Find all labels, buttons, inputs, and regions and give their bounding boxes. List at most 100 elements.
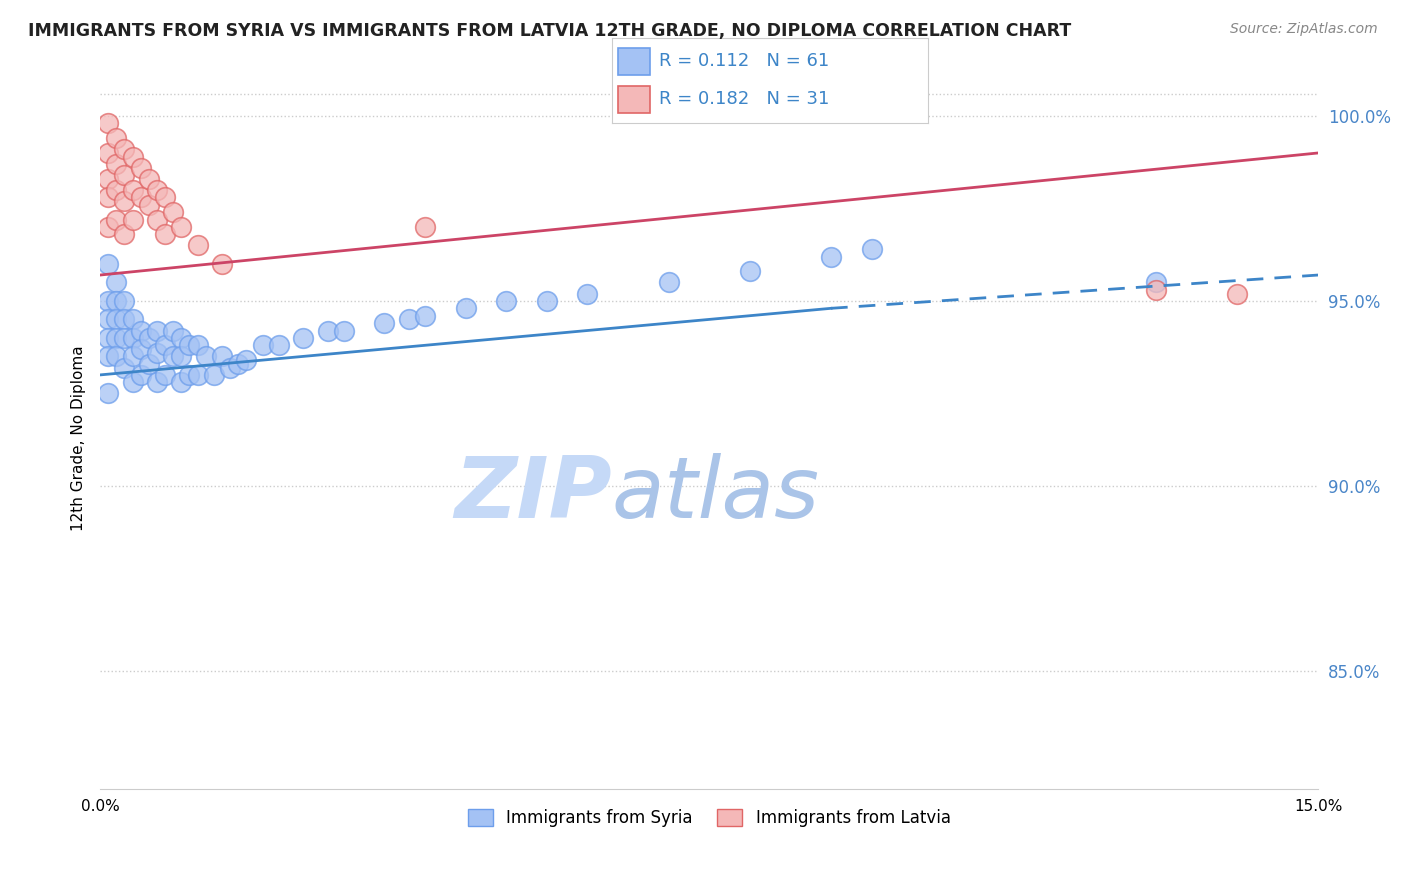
- Point: [97, 386, 120, 401]
- Text: atlas: atlas: [612, 452, 820, 535]
- Point: [105, 212, 128, 227]
- Point: [146, 345, 169, 359]
- Point: [179, 368, 201, 382]
- Point: [129, 161, 152, 175]
- Point: [121, 183, 143, 197]
- Point: [211, 350, 233, 364]
- Point: [114, 168, 136, 182]
- Bar: [619, 47, 650, 75]
- Point: [170, 219, 193, 234]
- Point: [138, 357, 160, 371]
- Point: [97, 293, 120, 308]
- Point: [114, 331, 136, 345]
- Point: [146, 183, 169, 197]
- Point: [820, 250, 842, 264]
- Point: [187, 368, 209, 382]
- Point: [105, 131, 128, 145]
- Point: [105, 312, 128, 326]
- Point: [373, 316, 395, 330]
- Text: R = 0.112   N = 61: R = 0.112 N = 61: [659, 53, 830, 70]
- Legend: Immigrants from Syria, Immigrants from Latvia: Immigrants from Syria, Immigrants from L…: [461, 802, 957, 834]
- Point: [316, 324, 339, 338]
- Point: [202, 368, 225, 382]
- Text: ZIP: ZIP: [454, 452, 612, 535]
- Point: [219, 360, 242, 375]
- Point: [292, 331, 315, 345]
- Point: [738, 264, 761, 278]
- Point: [194, 350, 217, 364]
- Point: [187, 238, 209, 252]
- Text: R = 0.182   N = 31: R = 0.182 N = 31: [659, 90, 830, 108]
- Point: [129, 324, 152, 338]
- Point: [860, 242, 883, 256]
- Point: [211, 257, 233, 271]
- Point: [105, 157, 128, 171]
- Point: [121, 350, 143, 364]
- Point: [1226, 286, 1249, 301]
- Point: [97, 331, 120, 345]
- Text: Source: ZipAtlas.com: Source: ZipAtlas.com: [1230, 22, 1378, 37]
- Point: [138, 198, 160, 212]
- Point: [121, 312, 143, 326]
- Point: [170, 331, 193, 345]
- Point: [413, 309, 436, 323]
- Point: [97, 350, 120, 364]
- Point: [114, 360, 136, 375]
- Point: [105, 276, 128, 290]
- Point: [413, 219, 436, 234]
- Point: [97, 257, 120, 271]
- Point: [162, 324, 184, 338]
- Point: [1144, 283, 1167, 297]
- Point: [153, 368, 176, 382]
- Point: [105, 293, 128, 308]
- Point: [97, 190, 120, 204]
- Text: IMMIGRANTS FROM SYRIA VS IMMIGRANTS FROM LATVIA 12TH GRADE, NO DIPLOMA CORRELATI: IMMIGRANTS FROM SYRIA VS IMMIGRANTS FROM…: [28, 22, 1071, 40]
- Point: [398, 312, 420, 326]
- Point: [114, 227, 136, 242]
- Point: [121, 212, 143, 227]
- Point: [138, 331, 160, 345]
- Point: [252, 338, 274, 352]
- Point: [153, 190, 176, 204]
- Point: [129, 190, 152, 204]
- Point: [105, 331, 128, 345]
- Point: [121, 376, 143, 390]
- Point: [114, 194, 136, 208]
- Point: [114, 312, 136, 326]
- Point: [170, 350, 193, 364]
- Point: [97, 116, 120, 130]
- Point: [114, 293, 136, 308]
- Point: [97, 312, 120, 326]
- Point: [536, 293, 558, 308]
- Point: [153, 227, 176, 242]
- Point: [658, 276, 681, 290]
- Point: [146, 376, 169, 390]
- Point: [226, 357, 249, 371]
- Point: [97, 171, 120, 186]
- Point: [129, 342, 152, 356]
- Point: [121, 150, 143, 164]
- Point: [235, 353, 257, 368]
- Point: [146, 212, 169, 227]
- Y-axis label: 12th Grade, No Diploma: 12th Grade, No Diploma: [72, 345, 86, 531]
- Point: [332, 324, 354, 338]
- Point: [267, 338, 290, 352]
- Point: [138, 171, 160, 186]
- Point: [153, 338, 176, 352]
- Point: [1144, 276, 1167, 290]
- Point: [576, 286, 599, 301]
- Point: [105, 350, 128, 364]
- Bar: [619, 86, 650, 113]
- Point: [454, 301, 477, 316]
- Point: [97, 219, 120, 234]
- Point: [105, 183, 128, 197]
- Point: [495, 293, 517, 308]
- Point: [146, 324, 169, 338]
- Point: [97, 145, 120, 160]
- Point: [170, 376, 193, 390]
- Point: [179, 338, 201, 352]
- Point: [187, 338, 209, 352]
- Point: [114, 142, 136, 156]
- Point: [162, 350, 184, 364]
- Point: [129, 368, 152, 382]
